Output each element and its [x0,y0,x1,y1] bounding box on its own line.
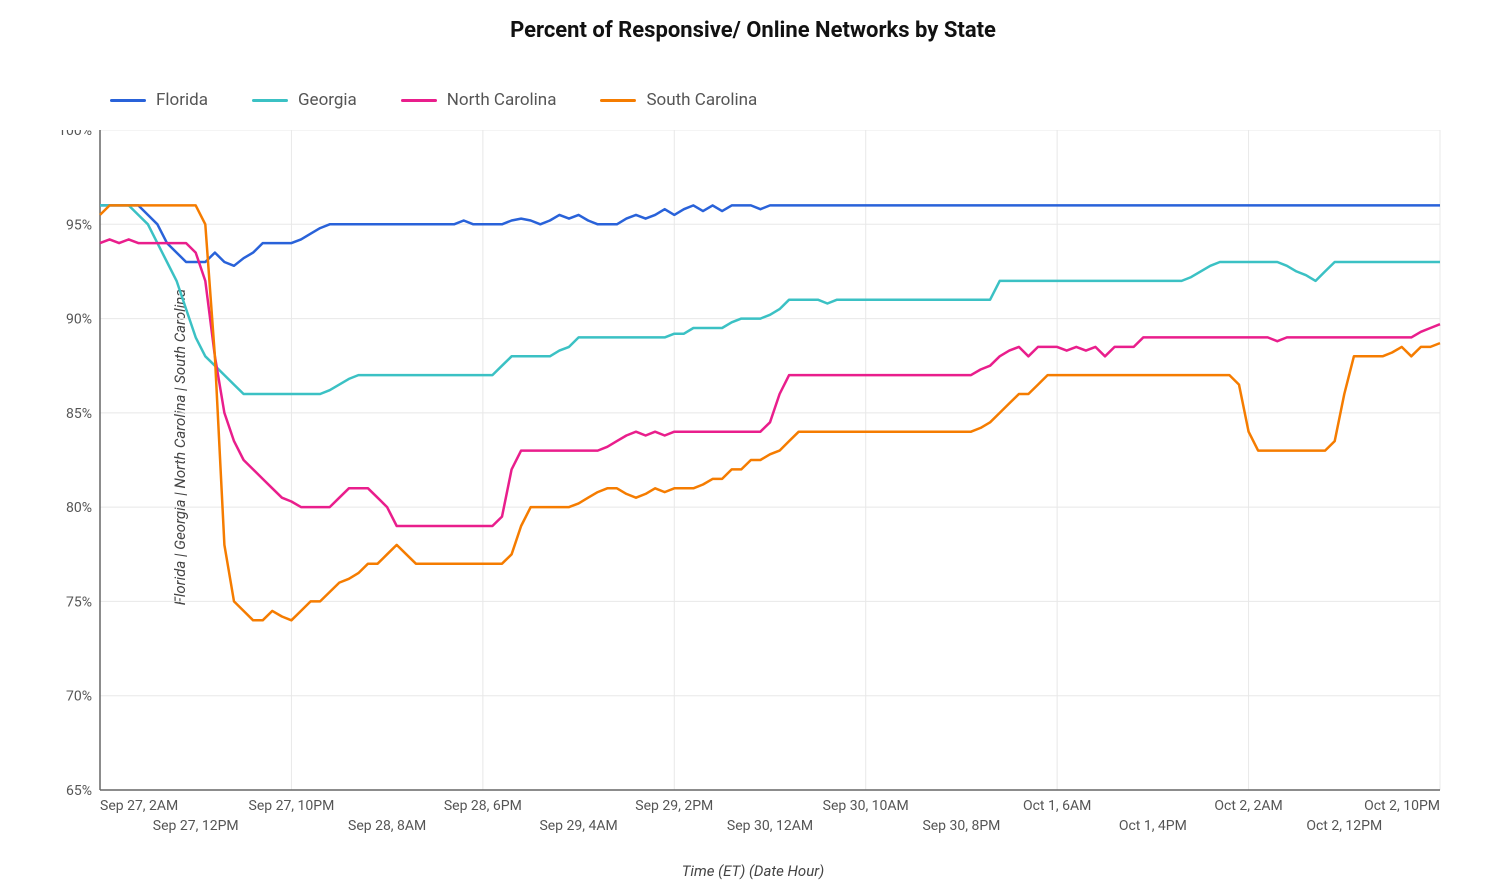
svg-text:Sep 27, 12PM: Sep 27, 12PM [153,818,239,834]
svg-text:65%: 65% [66,783,92,799]
legend-swatch [600,99,636,102]
svg-text:Sep 27, 10PM: Sep 27, 10PM [249,798,335,814]
svg-text:Oct 1, 4PM: Oct 1, 4PM [1119,818,1187,834]
svg-text:Sep 30, 12AM: Sep 30, 12AM [727,818,813,834]
svg-text:95%: 95% [66,217,92,233]
svg-text:75%: 75% [66,594,92,610]
svg-text:Sep 30, 8PM: Sep 30, 8PM [922,818,1000,834]
series-line [100,239,1440,526]
legend-swatch [252,99,288,102]
legend-swatch [110,99,146,102]
legend-item: South Carolina [600,90,757,110]
series-line [100,205,1440,394]
svg-text:70%: 70% [66,689,92,705]
legend-item: Florida [110,90,208,110]
chart-title: Percent of Responsive/ Online Networks b… [0,18,1506,43]
svg-text:80%: 80% [66,500,92,516]
chart-plot: 65% 70% 75% 80% 85% 90% 95% 100% Sep 27, 2AM Sep … [50,130,1480,870]
svg-text:Sep 28, 8AM: Sep 28, 8AM [348,818,426,834]
svg-text:Oct 2, 12PM: Oct 2, 12PM [1306,818,1382,834]
legend-label: South Carolina [646,90,757,110]
svg-text:Sep 30, 10AM: Sep 30, 10AM [823,798,909,814]
svg-text:Oct 2, 10PM: Oct 2, 10PM [1364,798,1440,814]
legend-label: North Carolina [447,90,557,110]
svg-text:Sep 29, 4AM: Sep 29, 4AM [539,818,617,834]
legend-label: Georgia [298,90,357,110]
svg-text:Sep 27, 2AM: Sep 27, 2AM [100,798,178,814]
legend-item: Georgia [252,90,357,110]
legend-item: North Carolina [401,90,557,110]
legend-swatch [401,99,437,102]
svg-text:85%: 85% [66,406,92,422]
svg-text:Sep 29, 2PM: Sep 29, 2PM [635,798,713,814]
svg-text:90%: 90% [66,312,92,328]
legend-label: Florida [156,90,208,110]
svg-text:Oct 1, 6AM: Oct 1, 6AM [1023,798,1091,814]
svg-text:Oct 2, 2AM: Oct 2, 2AM [1214,798,1282,814]
series-line [100,205,1440,265]
legend: Florida Georgia North Carolina South Caroli… [110,90,757,110]
svg-text:100%: 100% [58,130,92,139]
svg-text:Sep 28, 6PM: Sep 28, 6PM [444,798,522,814]
